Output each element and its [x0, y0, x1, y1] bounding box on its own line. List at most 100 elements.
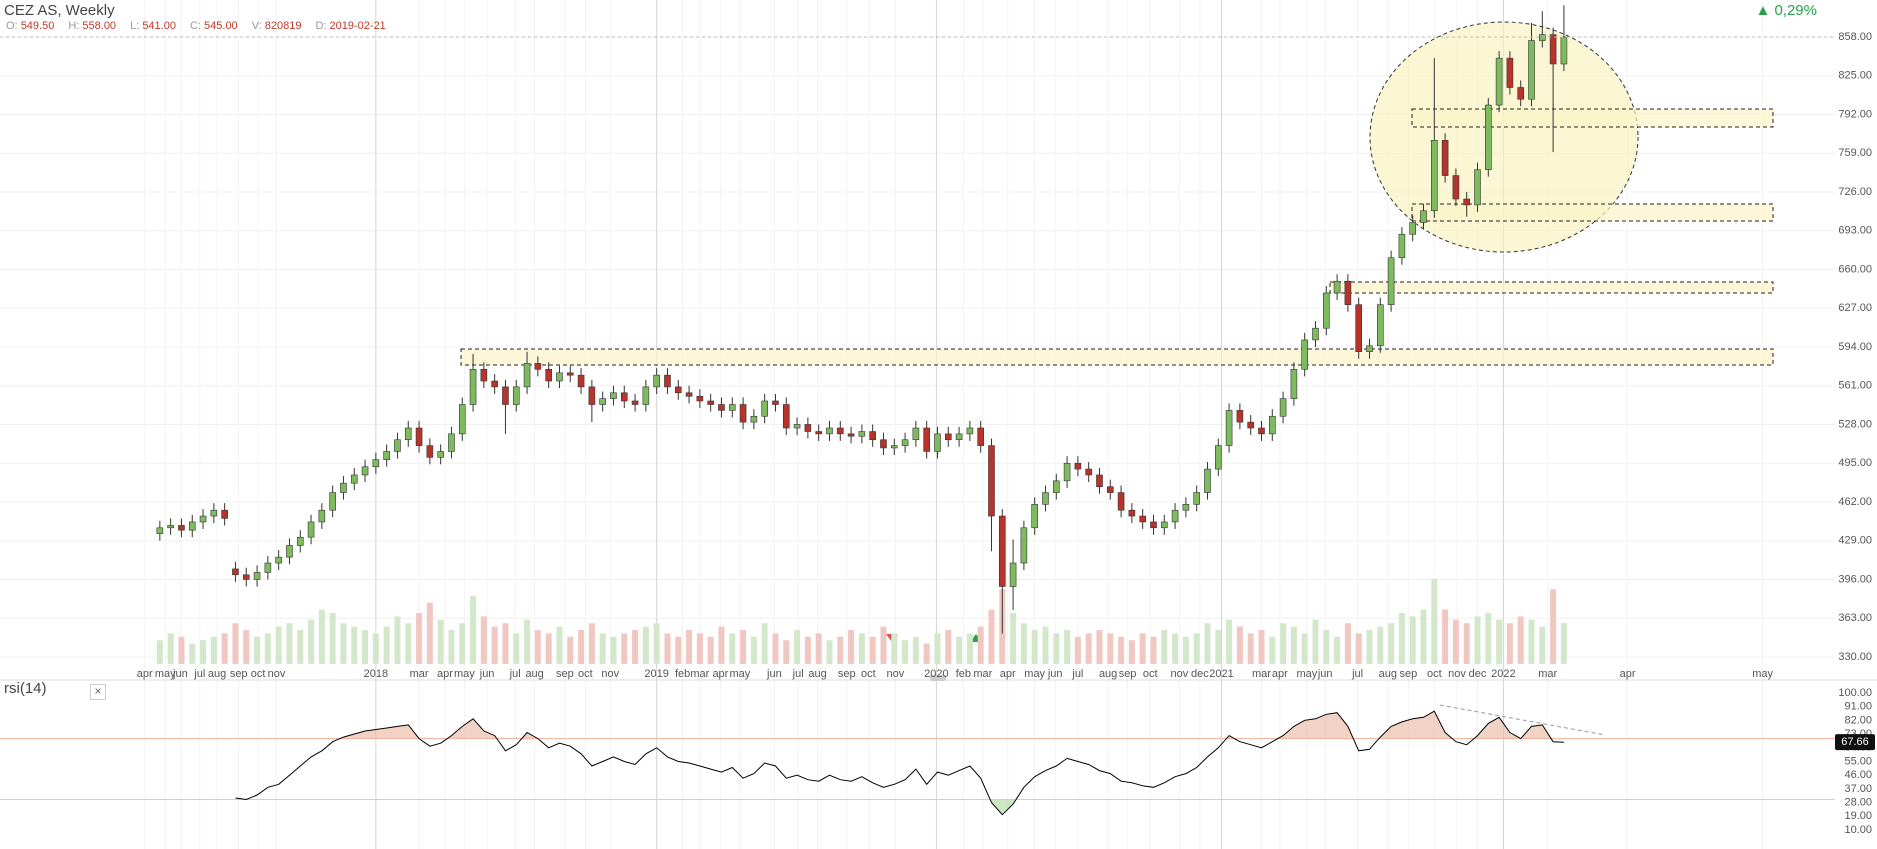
- candle-body: [415, 427, 423, 446]
- indicator-name[interactable]: rsi(14): [4, 680, 47, 697]
- volume-bar: [254, 636, 261, 664]
- candle-body: [588, 386, 596, 405]
- x-tick-label: aug: [1379, 668, 1397, 680]
- candle-body: [307, 521, 315, 538]
- candle-body: [1539, 34, 1546, 41]
- trend-drawing[interactable]: [1439, 704, 1606, 736]
- candle-body: [221, 509, 228, 519]
- candle-body: [512, 386, 520, 405]
- candle-body: [1182, 504, 1190, 511]
- candle-body: [923, 427, 930, 452]
- candle-body: [178, 525, 185, 531]
- x-tick-label: sep: [1119, 668, 1137, 680]
- volume-bar: [437, 619, 444, 664]
- candle-body: [1139, 515, 1146, 523]
- y-tick-label: 693.00: [1838, 225, 1872, 237]
- volume-bar: [470, 596, 477, 664]
- volume-bar: [1128, 640, 1135, 664]
- volume-bar: [567, 636, 574, 664]
- candle-body: [836, 427, 844, 435]
- x-tick-label: apr: [437, 668, 453, 680]
- y-tick-label: 495.00: [1838, 457, 1872, 469]
- volume-bar: [891, 633, 898, 664]
- x-tick-label: dec: [1469, 668, 1487, 680]
- x-tick-label: oct: [578, 668, 593, 680]
- candle-body: [664, 374, 671, 388]
- x-tick-label: dec: [1191, 668, 1209, 680]
- volume-bar: [794, 630, 801, 664]
- volume-bar: [297, 630, 304, 664]
- candle-body: [329, 492, 336, 511]
- symbol-title[interactable]: CEZ AS, Weekly: [4, 2, 115, 19]
- volume-bar: [686, 630, 693, 664]
- zone-drawing[interactable]: [1411, 108, 1774, 128]
- volume-bar: [610, 636, 617, 664]
- volume-bar: [1539, 626, 1546, 664]
- x-tick-label: may: [729, 668, 750, 680]
- x-tick-label: sep: [1400, 668, 1418, 680]
- volume-bar: [1064, 630, 1071, 664]
- volume-bar: [1247, 633, 1254, 664]
- x-tick-label: jun: [1047, 668, 1063, 680]
- volume-bar: [621, 633, 628, 664]
- x-tick-label: 2018: [364, 668, 388, 680]
- volume-bar: [243, 630, 250, 664]
- x-tick-label: jul: [1351, 668, 1363, 680]
- candle-body: [437, 451, 444, 458]
- zone-drawing[interactable]: [1411, 203, 1774, 222]
- volume-bar: [545, 633, 552, 664]
- zone-drawing[interactable]: [460, 348, 1774, 366]
- candle-body: [1506, 57, 1514, 88]
- candle-body: [966, 427, 974, 435]
- volume-bar: [956, 636, 963, 664]
- candle-body: [1312, 327, 1319, 341]
- volume-bar: [664, 633, 671, 664]
- candle-body: [1009, 562, 1017, 587]
- candle-body: [1063, 462, 1071, 482]
- candle-body: [804, 424, 812, 432]
- candle-body: [782, 404, 790, 429]
- candle-body: [1258, 427, 1265, 435]
- volume-bar: [1020, 623, 1027, 664]
- x-tick-label: apr: [1620, 668, 1636, 680]
- x-tick-label: jul: [509, 668, 521, 680]
- volume-bar: [1517, 616, 1524, 664]
- candle-body: [847, 433, 855, 437]
- volume-bar: [1550, 589, 1557, 664]
- x-tick-label: may: [1024, 668, 1045, 680]
- candle-body: [1268, 415, 1276, 435]
- zone-drawing[interactable]: [1329, 281, 1774, 294]
- volume-bar: [1431, 579, 1438, 664]
- x-tick-label: jun: [1317, 668, 1333, 680]
- candle-body: [1301, 339, 1308, 370]
- scroll-handle[interactable]: [930, 675, 946, 681]
- candle-body: [718, 404, 725, 411]
- candle-body: [264, 562, 272, 573]
- y-tick-label: 46.00: [1844, 769, 1872, 781]
- volume-bar: [362, 630, 369, 664]
- volume-bar: [869, 636, 876, 664]
- volume-bar: [1560, 623, 1567, 664]
- change: ▲ 0,29%: [1755, 2, 1817, 19]
- close-indicator[interactable]: ×: [90, 684, 106, 700]
- y-tick-label: 858.00: [1838, 31, 1872, 43]
- volume-bar: [1474, 616, 1481, 664]
- volume-bar: [696, 633, 703, 664]
- volume-bar: [329, 613, 336, 664]
- volume-bar: [1150, 636, 1157, 664]
- candle-body: [426, 445, 434, 458]
- x-tick-label: sep: [556, 668, 574, 680]
- candle-body: [1020, 527, 1028, 564]
- info-key: C:: [189, 20, 201, 32]
- x-tick-label: oct: [251, 668, 266, 680]
- volume-bar: [1193, 633, 1200, 664]
- x-tick-label: jun: [172, 668, 188, 680]
- x-tick-label: sep: [230, 668, 248, 680]
- volume-bar: [783, 640, 790, 664]
- candle-body: [286, 545, 293, 558]
- candle-body: [545, 368, 552, 382]
- volume-bar: [286, 623, 293, 664]
- volume-bar: [426, 602, 433, 664]
- volume-bar: [556, 626, 563, 664]
